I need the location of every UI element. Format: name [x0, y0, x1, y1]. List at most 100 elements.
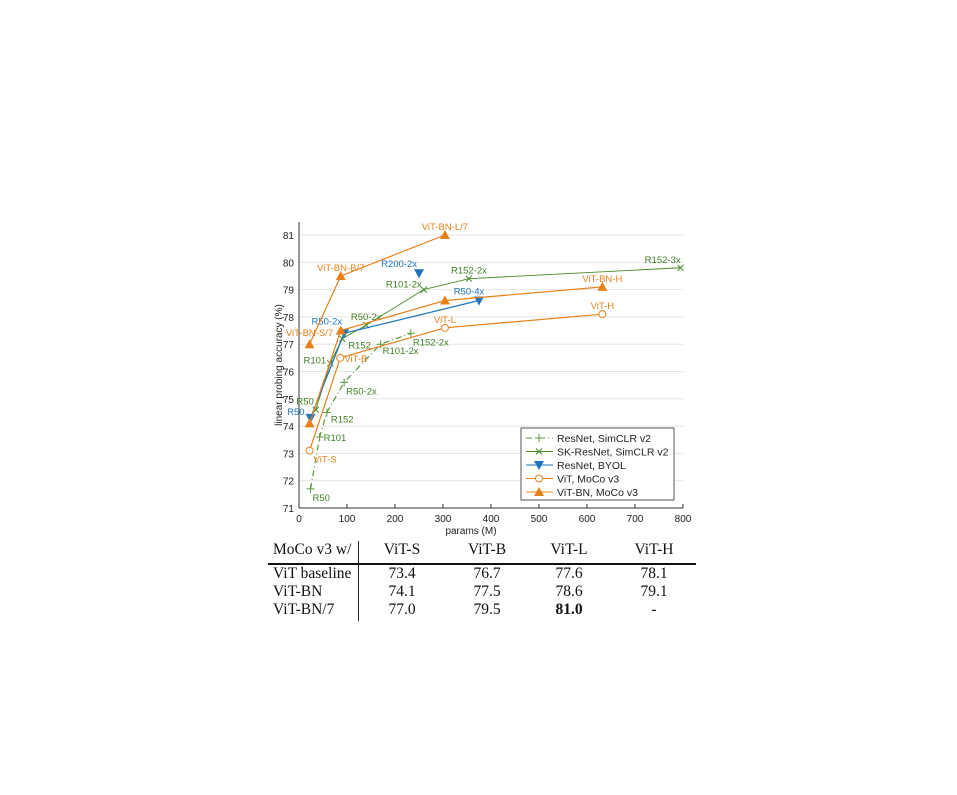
- table-cell: 78.1: [640, 565, 668, 582]
- y-tick-label: 72: [283, 477, 295, 488]
- legend: [520, 427, 675, 501]
- table-cell: 77.5: [473, 583, 501, 600]
- table-cell: ViT-BN/7: [273, 601, 335, 618]
- table-cell-best: 81.0: [555, 601, 583, 618]
- data-label: ViT-L: [434, 315, 456, 326]
- legend-entry: ViT, MoCo v3: [557, 474, 619, 486]
- table-cell: 76.7: [473, 565, 501, 582]
- data-label: R152-2x: [451, 266, 487, 277]
- data-point: [414, 269, 424, 279]
- legend-entry: ResNet, SimCLR v2: [557, 433, 651, 445]
- data-point: [474, 296, 484, 306]
- data-label: R50: [313, 493, 330, 504]
- data-label: R50-4x: [454, 287, 485, 298]
- legend-marker: [534, 487, 544, 496]
- data-point: [305, 413, 316, 423]
- data-point: [335, 270, 346, 280]
- data-point: [315, 433, 324, 442]
- legend-marker: [535, 474, 543, 483]
- x-tick-label: 100: [339, 514, 356, 525]
- table-header-cell: ViT-L: [550, 541, 588, 558]
- data-label: R152-2x: [413, 337, 449, 348]
- x-tick-label: 0: [296, 514, 302, 525]
- data-point: [340, 378, 349, 387]
- data-point: [439, 295, 450, 305]
- y-tick-label: 77: [283, 340, 295, 351]
- legend-marker: [534, 461, 544, 470]
- x-tick-label: 200: [387, 514, 404, 525]
- table-cell: 79.1: [640, 583, 668, 600]
- data-label: R50-2x: [346, 386, 377, 397]
- data-point: [597, 281, 608, 291]
- data-label: R200-2x: [381, 259, 417, 270]
- y-tick-label: 79: [283, 286, 295, 297]
- data-point: [440, 323, 449, 332]
- y-tick-label: 76: [283, 368, 295, 379]
- y-tick-label: 71: [283, 504, 295, 515]
- x-tick-label: 300: [435, 514, 452, 525]
- data-label: R101: [303, 355, 326, 366]
- x-tick-label: 700: [627, 514, 644, 525]
- y-tick-label: 75: [283, 395, 295, 406]
- table-cell: 77.6: [555, 565, 583, 582]
- data-label: R101-2x: [383, 346, 419, 357]
- data-point: [335, 325, 346, 335]
- table-header-cell: ViT-B: [467, 541, 507, 558]
- chart: 71 72 73 74 75 76 77 78 79 80 81 0 100 200 300 400 500 60…: [274, 222, 692, 537]
- data-point: [439, 230, 450, 239]
- data-label: ViT-BN-B/7: [317, 263, 364, 274]
- table-cell: 73.4: [388, 565, 416, 582]
- data-point: [322, 408, 331, 417]
- x-tick-label: 500: [531, 514, 548, 525]
- data-label: ViT-BN-S/7: [286, 328, 333, 339]
- data-label: ViT-BN-H: [582, 274, 622, 285]
- data-point: [677, 264, 684, 272]
- series-line: [308, 286, 603, 424]
- data-label: R50-2x: [311, 316, 342, 327]
- y-tick-label: 78: [283, 313, 295, 324]
- table-rule: [268, 563, 696, 565]
- data-label: ViT-H: [591, 301, 615, 312]
- data-point: [304, 339, 315, 349]
- data-point: [598, 310, 607, 319]
- data-label: R152: [331, 414, 354, 425]
- series-line: [309, 332, 412, 489]
- data-point: [420, 286, 428, 293]
- table-cell: 79.5: [473, 601, 501, 618]
- data-label: ViT-S: [314, 455, 337, 466]
- y-tick-label: 74: [283, 422, 295, 433]
- table-header-cell: ViT-S: [383, 541, 421, 558]
- table-cell: 74.1: [388, 583, 416, 600]
- table-cell: -: [651, 601, 657, 618]
- data-point: [305, 446, 314, 455]
- legend-marker: [535, 434, 543, 442]
- y-tick-label: 73: [283, 449, 295, 460]
- table-header-cell: MoCo v3 w/: [273, 541, 352, 558]
- table-cell: 77.0: [388, 601, 416, 618]
- legend-entry: SK-ResNet, SimCLR v2: [557, 447, 669, 459]
- legend-entry: ViT-BN, MoCo v3: [557, 487, 638, 499]
- y-tick-label: 80: [283, 258, 295, 269]
- data-label: R50: [287, 407, 304, 418]
- data-label: R152-3x: [645, 255, 681, 266]
- x-tick-label: 800: [675, 514, 692, 525]
- series-line: [308, 313, 603, 451]
- data-label: R101-2x: [386, 280, 422, 291]
- data-label: R152: [348, 341, 371, 352]
- x-tick-label: 400: [483, 514, 500, 525]
- data-label: R50-2x: [351, 312, 382, 323]
- legend-entry: ResNet, BYOL: [557, 460, 626, 472]
- data-label: ViT-B: [344, 354, 367, 365]
- y-tick-label: 81: [283, 231, 295, 242]
- table-cell: 78.6: [555, 583, 583, 600]
- table-divider: [358, 541, 359, 621]
- x-axis-label: params (M): [445, 526, 496, 537]
- x-tick-label: 600: [579, 514, 596, 525]
- table-cell: ViT-BN: [273, 583, 323, 600]
- legend-marker: [535, 448, 543, 455]
- data-point: [406, 329, 415, 338]
- y-axis-label: linear probing accuracy (%): [274, 304, 285, 426]
- table-cell: ViT baseline: [273, 565, 352, 582]
- data-point: [465, 275, 473, 283]
- table-header-cell: ViT-H: [634, 541, 674, 558]
